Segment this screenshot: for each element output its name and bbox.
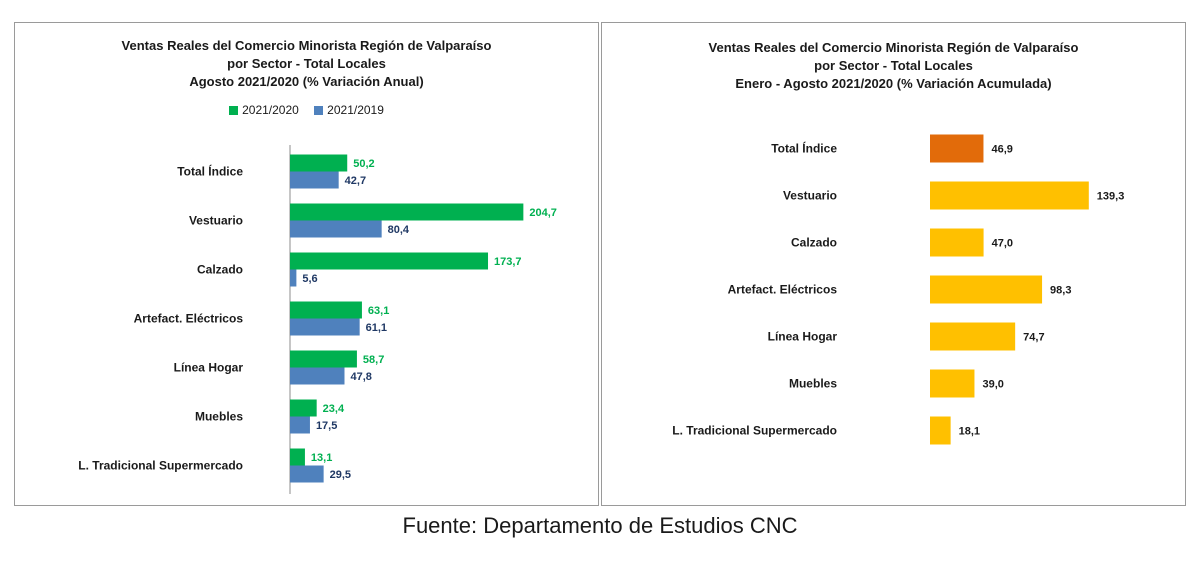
legend-label: 2021/2019: [327, 103, 384, 117]
bar-2021-2019-vestuario: [290, 220, 382, 238]
data-label-2021-2019-total-indice: 42,7: [345, 175, 366, 187]
category-label-l-tradicional-supermercado: L. Tradicional Supermercado: [78, 459, 243, 473]
legend-item-2021-2020: 2021/2020: [229, 103, 299, 117]
data-label-2021-2020-artefact-electricos: 63,1: [368, 305, 389, 317]
category-label-vestuario: Vestuario: [783, 189, 837, 203]
legend-label: 2021/2020: [242, 103, 299, 117]
data-label-2021-2020-calzado: 173,7: [494, 256, 522, 268]
chart-title-line-3: Agosto 2021/2020 (% Variación Anual): [189, 74, 424, 89]
bar-linea-hogar: [930, 322, 1016, 351]
category-label-l-tradicional-supermercado: L. Tradicional Supermercado: [672, 424, 837, 438]
bar-2021-2019-muebles: [290, 416, 310, 434]
category-label-total-indice: Total Índice: [771, 141, 837, 156]
bar-2021-2019-artefact-electricos: [290, 318, 360, 336]
category-label-calzado: Calzado: [791, 236, 837, 250]
category-label-muebles: Muebles: [195, 410, 243, 424]
data-label-vestuario: 139,3: [1097, 191, 1125, 203]
chart-title-line-2: por Sector - Total Locales: [227, 56, 386, 71]
data-label-artefact-electricos: 98,3: [1050, 285, 1071, 297]
data-label-muebles: 39,0: [982, 379, 1003, 391]
bar-chart-cumulative: Total Índice 46,9 Vestuario 139,3 Calzado 47,…: [672, 134, 1125, 445]
category-label-linea-hogar: Línea Hogar: [768, 330, 838, 344]
bar-2021-2020-calzado: [290, 252, 489, 270]
bar-calzado: [930, 228, 984, 257]
legend-swatch-green: [229, 105, 239, 115]
chart-legend: 2021/2020 2021/2019: [15, 103, 598, 118]
bar-2021-2020-vestuario: [290, 203, 524, 221]
data-label-2021-2019-l-tradicional-supermercado: 29,5: [330, 469, 351, 481]
data-label-linea-hogar: 74,7: [1023, 332, 1044, 344]
chart-title-line-1: Ventas Reales del Comercio Minorista Reg…: [121, 38, 492, 53]
chart-title-annual: Ventas Reales del Comercio Minorista Reg…: [15, 37, 598, 91]
bar-2021-2020-artefact-electricos: [290, 301, 362, 319]
category-label-artefact-electricos: Artefact. Eléctricos: [134, 312, 244, 326]
bar-2021-2020-linea-hogar: [290, 350, 357, 368]
bar-2021-2019-total-indice: [290, 171, 339, 189]
data-label-2021-2020-vestuario: 204,7: [529, 207, 557, 219]
category-label-total-indice: Total Índice: [177, 164, 243, 179]
data-label-calzado: 47,0: [992, 238, 1013, 250]
bar-total-indice: [930, 134, 984, 163]
bar-muebles: [930, 369, 975, 398]
bar-l-tradicional-supermercado: [930, 416, 951, 445]
data-label-2021-2019-muebles: 17,5: [316, 420, 337, 432]
chart-title-cumulative: Ventas Reales del Comercio Minorista Reg…: [602, 39, 1185, 93]
bar-2021-2019-calzado: [290, 269, 297, 287]
chart-title-line-3: Enero - Agosto 2021/2020 (% Variación Ac…: [735, 76, 1052, 91]
data-label-2021-2020-total-indice: 50,2: [353, 158, 374, 170]
data-label-l-tradicional-supermercado: 18,1: [959, 426, 980, 438]
category-label-vestuario: Vestuario: [189, 214, 243, 228]
bar-2021-2019-l-tradicional-supermercado: [290, 465, 324, 483]
legend-swatch-blue: [314, 105, 324, 115]
bar-2021-2020-l-tradicional-supermercado: [290, 448, 305, 466]
bar-2021-2020-total-indice: [290, 154, 348, 172]
bar-2021-2020-muebles: [290, 399, 317, 417]
data-label-2021-2020-l-tradicional-supermercado: 13,1: [311, 452, 332, 464]
chart-title-line-2: por Sector - Total Locales: [814, 58, 973, 73]
data-label-2021-2019-vestuario: 80,4: [388, 224, 410, 236]
category-label-artefact-electricos: Artefact. Eléctricos: [728, 283, 838, 297]
legend-item-2021-2019: 2021/2019: [314, 103, 384, 117]
chart-panel-annual: Ventas Reales del Comercio Minorista Reg…: [14, 22, 599, 506]
bar-chart-annual: Total Índice 50,2 42,7 Vestuario 204,7 80,4 Ca…: [78, 145, 557, 494]
category-label-linea-hogar: Línea Hogar: [174, 361, 244, 375]
data-label-2021-2019-linea-hogar: 47,8: [350, 371, 371, 383]
chart-panel-cumulative: Ventas Reales del Comercio Minorista Reg…: [601, 22, 1186, 506]
data-label-2021-2019-calzado: 5,6: [302, 273, 317, 285]
data-label-total-indice: 46,9: [991, 144, 1012, 156]
category-label-muebles: Muebles: [789, 377, 837, 391]
category-label-calzado: Calzado: [197, 263, 243, 277]
data-label-2021-2020-muebles: 23,4: [323, 403, 345, 415]
bar-vestuario: [930, 181, 1089, 210]
chart-title-line-1: Ventas Reales del Comercio Minorista Reg…: [708, 40, 1079, 55]
data-label-2021-2019-artefact-electricos: 61,1: [366, 322, 387, 334]
bar-2021-2019-linea-hogar: [290, 367, 345, 385]
source-caption: Fuente: Departamento de Estudios CNC: [402, 513, 798, 538]
data-label-2021-2020-linea-hogar: 58,7: [363, 354, 384, 366]
bar-artefact-electricos: [930, 275, 1043, 304]
